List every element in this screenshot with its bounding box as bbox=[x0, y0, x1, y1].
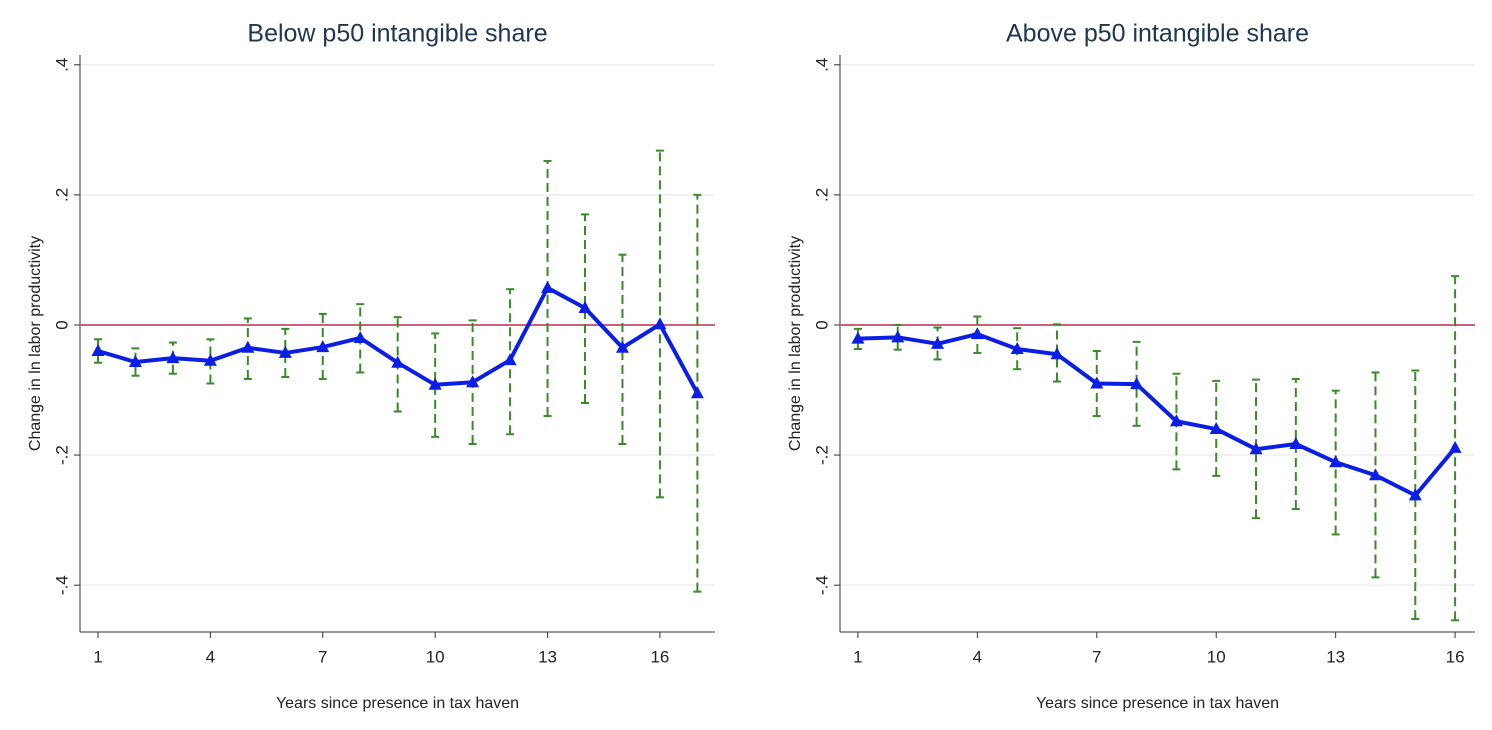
data-point bbox=[391, 355, 405, 368]
y-tick-label: .2 bbox=[812, 188, 831, 202]
data-point bbox=[891, 330, 905, 343]
y-tick-label: -.4 bbox=[52, 575, 71, 595]
y-tick-label: 0 bbox=[52, 320, 71, 329]
data-point bbox=[91, 343, 105, 356]
data-point bbox=[316, 340, 330, 353]
error-bar bbox=[618, 253, 627, 446]
data-point bbox=[241, 340, 255, 353]
data-point bbox=[1289, 437, 1303, 450]
y-axis-title: Change in ln labor productivity bbox=[787, 236, 804, 451]
x-tick-label: 16 bbox=[1446, 647, 1465, 666]
error-bar bbox=[581, 213, 590, 405]
data-point bbox=[615, 340, 629, 353]
x-tick-label: 1 bbox=[93, 647, 102, 666]
data-point bbox=[1010, 342, 1024, 355]
x-tick-label: 13 bbox=[538, 647, 557, 666]
error-bar bbox=[1132, 340, 1141, 427]
data-point bbox=[166, 351, 180, 364]
data-point bbox=[1169, 414, 1183, 427]
chart-title: Below p50 intangible share bbox=[247, 20, 547, 48]
data-point bbox=[690, 386, 704, 399]
data-point bbox=[541, 280, 555, 293]
chart-panel: Below p50 intangible share -.4 -.2 0 .2 .4 1 4 7… bbox=[27, 20, 715, 712]
x-tick-label: 4 bbox=[973, 647, 982, 666]
x-tick-label: 7 bbox=[1092, 647, 1101, 666]
error-bar bbox=[281, 327, 290, 379]
error-bar bbox=[1411, 369, 1420, 620]
data-point bbox=[1329, 455, 1343, 468]
data-point bbox=[466, 375, 480, 388]
y-axis-title: Change in ln labor productivity bbox=[27, 236, 44, 451]
data-point bbox=[931, 336, 945, 349]
error-bar bbox=[893, 323, 902, 351]
x-tick-label: 1 bbox=[853, 647, 862, 666]
y-tick-label: .2 bbox=[52, 188, 71, 202]
data-point bbox=[1130, 377, 1144, 390]
x-tick-label: 4 bbox=[206, 647, 215, 666]
data-point bbox=[1209, 422, 1223, 435]
data-point bbox=[503, 353, 517, 366]
error-bar bbox=[131, 347, 140, 377]
y-tick-label: 0 bbox=[812, 320, 831, 329]
y-tick-label: -.2 bbox=[812, 445, 831, 465]
error-bar bbox=[93, 338, 102, 364]
data-point bbox=[851, 331, 865, 344]
data-point bbox=[653, 317, 667, 330]
x-axis-title: Years since presence in tax haven bbox=[276, 695, 519, 712]
chart-panel: Above p50 intangible share -.4 -.2 0 .2 .4 1 4 7… bbox=[787, 20, 1475, 712]
y-tick-label: .4 bbox=[52, 58, 71, 72]
chart-title: Above p50 intangible share bbox=[1006, 20, 1309, 48]
error-bar bbox=[431, 332, 440, 438]
data-point bbox=[1368, 468, 1382, 481]
data-line bbox=[857, 332, 1457, 498]
data-point bbox=[128, 355, 142, 368]
x-tick-label: 10 bbox=[426, 647, 445, 666]
error-bar bbox=[1291, 377, 1300, 511]
x-tick-label: 16 bbox=[650, 647, 669, 666]
x-tick-label: 10 bbox=[1207, 647, 1226, 666]
data-point bbox=[1050, 347, 1064, 360]
data-point bbox=[1448, 440, 1462, 453]
x-tick-label: 13 bbox=[1326, 647, 1345, 666]
data-point bbox=[1249, 442, 1263, 455]
data-point bbox=[578, 301, 592, 314]
y-tick-label: .4 bbox=[812, 58, 831, 72]
data-point bbox=[428, 377, 442, 390]
y-tick-label: -.2 bbox=[52, 445, 71, 465]
data-point bbox=[970, 327, 984, 340]
data-point bbox=[1090, 376, 1104, 389]
error-bar bbox=[1252, 378, 1261, 520]
x-tick-label: 7 bbox=[318, 647, 327, 666]
data-point bbox=[278, 345, 292, 358]
y-tick-label: -.4 bbox=[812, 575, 831, 595]
data-point bbox=[353, 330, 367, 343]
x-axis-title: Years since presence in tax haven bbox=[1036, 695, 1279, 712]
data-point bbox=[1408, 488, 1422, 501]
data-point bbox=[203, 353, 217, 366]
